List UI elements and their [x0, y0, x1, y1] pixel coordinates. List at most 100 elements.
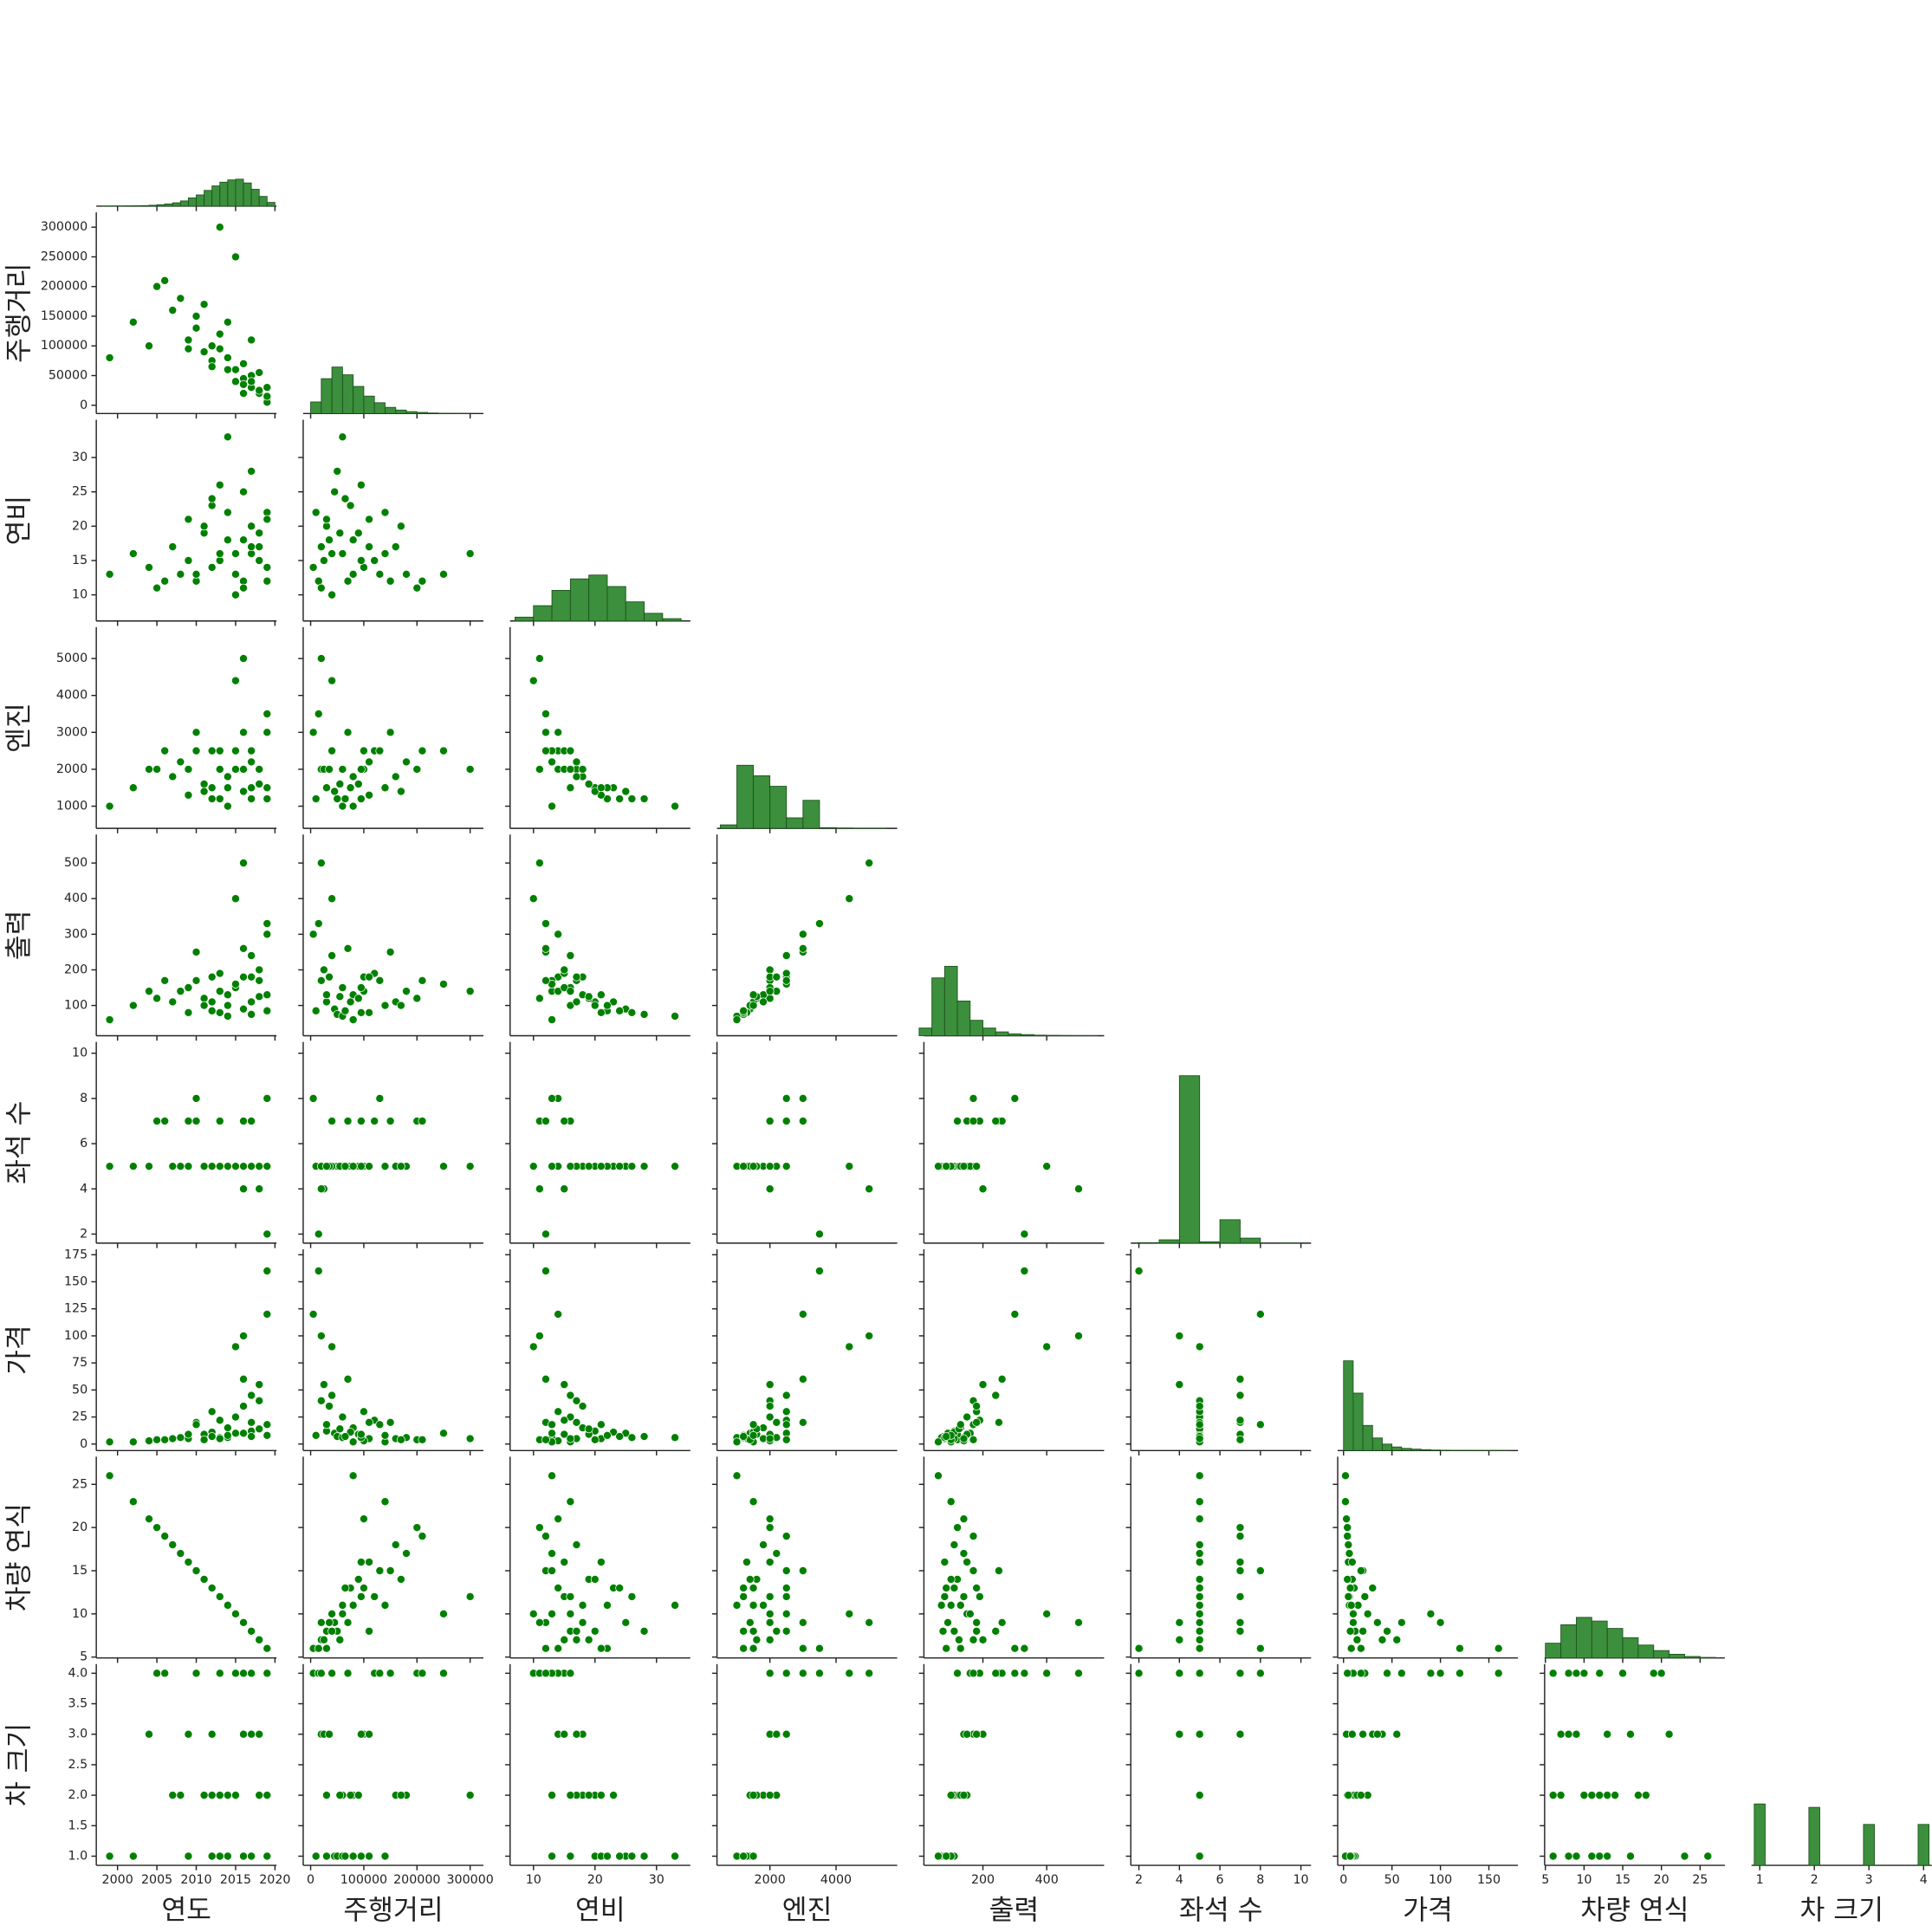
point	[1195, 1592, 1204, 1601]
point	[316, 1332, 326, 1340]
point	[596, 1791, 606, 1800]
point	[255, 1635, 264, 1644]
point	[184, 1008, 193, 1017]
point	[311, 508, 321, 517]
point	[338, 765, 347, 774]
point	[396, 1791, 405, 1800]
point	[1556, 1729, 1566, 1739]
point	[1397, 1618, 1406, 1627]
x-tick-label: 2	[1811, 1873, 1819, 1887]
point	[340, 1006, 350, 1015]
point	[781, 1566, 791, 1575]
point	[1343, 1532, 1352, 1541]
hist-bar	[1178, 1075, 1201, 1244]
point	[168, 772, 178, 781]
x-axis-label: 출력	[989, 1895, 1040, 1926]
point	[223, 365, 232, 374]
point	[578, 1402, 587, 1410]
point	[1372, 1618, 1382, 1627]
hist-bar	[1021, 1034, 1034, 1036]
point	[322, 1420, 331, 1430]
point	[255, 1791, 264, 1800]
point	[772, 1549, 781, 1558]
point	[255, 1729, 264, 1739]
point	[1347, 1558, 1357, 1566]
point	[263, 562, 272, 572]
point	[995, 1417, 1003, 1427]
point	[639, 1009, 649, 1019]
point	[439, 1669, 448, 1678]
point	[327, 1626, 337, 1636]
point	[781, 1609, 791, 1618]
point	[365, 542, 373, 552]
point	[207, 1851, 217, 1861]
point	[1345, 1549, 1354, 1558]
point	[749, 1430, 758, 1440]
point	[128, 1851, 138, 1861]
point	[223, 1162, 232, 1171]
point	[348, 801, 358, 811]
point	[255, 1424, 264, 1434]
point	[1343, 1523, 1352, 1533]
point	[972, 1618, 982, 1627]
point	[338, 1412, 347, 1422]
point	[765, 1514, 775, 1524]
point	[1235, 1391, 1245, 1400]
point	[335, 1635, 345, 1644]
hist-bar	[802, 800, 820, 829]
x-tick-label: 2	[1135, 1873, 1143, 1887]
point	[1641, 1791, 1650, 1800]
point	[765, 1162, 775, 1171]
point	[528, 1609, 538, 1618]
point	[621, 787, 631, 796]
hist-bar	[1352, 1392, 1364, 1451]
point	[380, 1162, 390, 1171]
point	[338, 983, 347, 992]
point	[749, 1851, 758, 1861]
point	[1255, 1669, 1265, 1678]
y-axis-label: 좌석 수	[3, 1101, 35, 1184]
point	[560, 1416, 569, 1425]
point	[223, 1001, 232, 1010]
point	[1343, 1575, 1352, 1584]
point	[215, 765, 224, 774]
point	[963, 1412, 972, 1422]
point	[1255, 1420, 1265, 1430]
point	[322, 1791, 331, 1800]
point	[239, 535, 248, 545]
point	[584, 1791, 593, 1800]
point	[1579, 1791, 1589, 1800]
point	[263, 1162, 272, 1171]
point	[548, 1791, 556, 1800]
y-tick-label: 2000	[56, 762, 88, 776]
point	[223, 432, 232, 442]
y-axis-label: 차량 연식	[3, 1503, 35, 1611]
point	[1175, 1380, 1184, 1390]
point	[263, 919, 272, 928]
point	[1436, 1669, 1445, 1678]
y-tick-label: 100000	[41, 339, 88, 353]
point	[739, 1851, 749, 1861]
y-tick-label: 250000	[41, 250, 88, 263]
point	[263, 1420, 272, 1430]
hist-bar	[1410, 1449, 1422, 1451]
point	[263, 783, 272, 793]
y-tick-label: 400	[64, 891, 88, 905]
point	[1134, 1643, 1144, 1653]
point	[311, 1430, 321, 1440]
hist-bar	[235, 178, 244, 207]
point	[959, 1514, 969, 1524]
point	[263, 1791, 272, 1800]
x-tick-label: 2015	[220, 1873, 251, 1887]
hist-bar	[662, 618, 682, 622]
point	[386, 728, 395, 737]
point	[322, 1643, 331, 1653]
point	[1703, 1851, 1713, 1861]
point	[247, 1626, 256, 1636]
hist-bar	[204, 190, 213, 207]
point	[191, 728, 201, 737]
point	[956, 1643, 965, 1653]
point	[865, 1669, 874, 1678]
point	[184, 515, 193, 524]
point	[991, 1391, 1001, 1400]
